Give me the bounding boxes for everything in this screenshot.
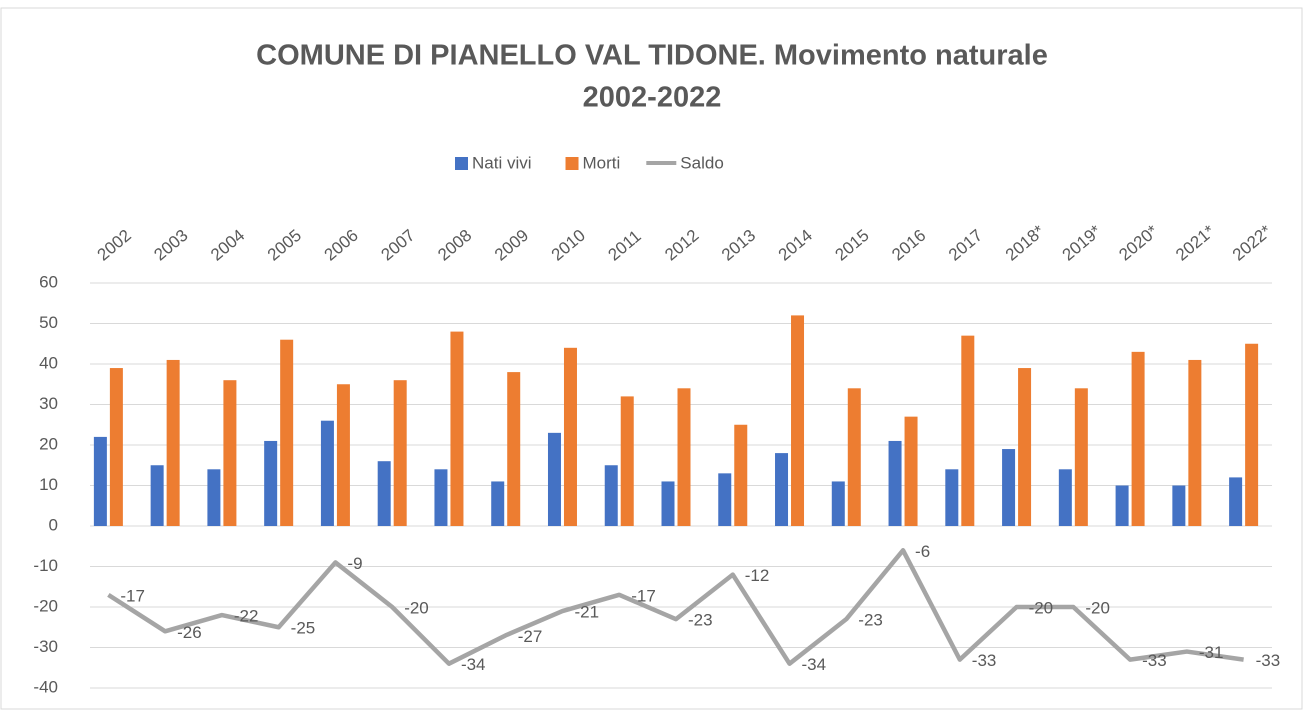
bar	[93, 436, 107, 526]
legend-label: Nati vivi	[472, 153, 532, 172]
line	[107, 548, 1244, 666]
y-tick-label: 30	[39, 394, 58, 413]
bar	[945, 469, 959, 526]
bar	[847, 388, 861, 526]
bar	[547, 432, 561, 526]
data-label: -20	[1085, 598, 1110, 617]
bar	[1115, 485, 1129, 526]
y-tick-label: 10	[39, 475, 58, 494]
bar	[1002, 449, 1016, 526]
bar	[791, 315, 805, 526]
bar	[1245, 343, 1259, 526]
bar	[888, 440, 902, 526]
bar	[604, 465, 618, 526]
data-label: -17	[120, 586, 145, 605]
data-label: -20	[1029, 598, 1054, 617]
bar	[904, 416, 918, 526]
bar	[775, 453, 789, 526]
bar	[377, 461, 391, 526]
bar	[661, 481, 675, 526]
bar	[336, 384, 350, 526]
chart-title: 2002-2022	[583, 82, 722, 114]
data-label: -17	[631, 586, 656, 605]
legend-label: Morti	[583, 153, 621, 172]
bar	[264, 440, 278, 526]
data-label: -23	[858, 611, 883, 630]
chart-border	[0, 7, 1303, 710]
data-label: -12	[745, 566, 770, 585]
legend-label: Saldo	[680, 153, 723, 172]
bar	[1074, 388, 1088, 526]
data-label: -31	[1199, 643, 1224, 662]
bar	[563, 347, 577, 526]
bar	[280, 339, 294, 526]
data-label: -22	[234, 607, 259, 626]
legend-swatch	[455, 157, 468, 170]
bar	[109, 368, 123, 526]
bar	[831, 481, 845, 526]
y-tick-label: -40	[33, 677, 58, 696]
bar	[223, 380, 237, 526]
bar	[734, 424, 748, 526]
bar	[1018, 368, 1032, 526]
data-label: -20	[404, 598, 429, 617]
bar	[1058, 469, 1072, 526]
data-label: -33	[1256, 651, 1281, 670]
data-label: -6	[915, 542, 930, 561]
bar	[1188, 359, 1202, 526]
bar	[507, 372, 521, 526]
data-label: -25	[291, 619, 316, 638]
bar	[1131, 351, 1145, 526]
data-label: -23	[688, 611, 713, 630]
bar	[620, 396, 634, 526]
data-label: -9	[347, 554, 362, 573]
y-tick-label: 60	[39, 272, 58, 291]
bar	[207, 469, 221, 526]
bar	[166, 359, 180, 526]
y-tick-label: 0	[49, 515, 58, 534]
bar	[677, 388, 691, 526]
y-tick-label: -20	[33, 596, 58, 615]
bar	[491, 481, 505, 526]
bar	[718, 473, 732, 526]
chart-title: COMUNE DI PIANELLO VAL TIDONE. Movimento…	[256, 40, 1048, 72]
data-label: -33	[972, 651, 997, 670]
data-label: -34	[802, 655, 827, 674]
y-tick-label: -10	[33, 556, 58, 575]
y-tick-label: 40	[39, 353, 58, 372]
bar	[1172, 485, 1186, 526]
bar	[1229, 477, 1243, 526]
bar	[961, 335, 975, 526]
bar	[434, 469, 448, 526]
data-label: -34	[461, 655, 486, 674]
legend-swatch	[565, 157, 579, 170]
data-label: -21	[574, 603, 599, 622]
data-label: -33	[1142, 651, 1167, 670]
data-label: -27	[518, 627, 543, 646]
bar	[150, 465, 164, 526]
y-tick-label: 50	[39, 313, 58, 332]
bar	[450, 331, 464, 526]
y-tick-label: -30	[33, 637, 58, 656]
bar	[393, 380, 407, 526]
y-tick-label: 20	[39, 434, 58, 453]
data-label: -26	[177, 623, 202, 642]
bar	[320, 420, 334, 526]
